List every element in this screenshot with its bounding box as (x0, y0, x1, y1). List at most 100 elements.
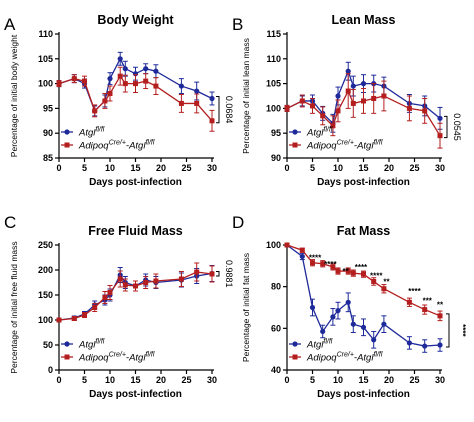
data-point (350, 321, 356, 327)
panel-title: Fat Mass (337, 224, 391, 238)
data-point (437, 342, 443, 348)
y-tick-label: 105 (38, 54, 53, 64)
x-tick-label: 5 (310, 375, 315, 385)
data-point (381, 93, 387, 99)
y-tick-label: 100 (38, 315, 53, 325)
data-point (345, 88, 351, 94)
data-point (194, 269, 200, 275)
panel-title: Lean Mass (332, 13, 396, 27)
significance-label: **** (309, 254, 322, 263)
data-point (371, 95, 377, 101)
data-point (117, 73, 123, 79)
legend-label-b: AdipoqCre/+-Atglfl/fl (306, 352, 383, 364)
legend-marker (292, 341, 298, 347)
data-point (330, 123, 336, 129)
significance-bracket (444, 115, 448, 139)
data-point (133, 81, 138, 87)
p-value: 0.0684 (224, 96, 234, 124)
data-point (107, 91, 113, 97)
series-line (286, 244, 441, 347)
x-tick-label: 5 (82, 375, 87, 385)
data-point (82, 312, 87, 318)
x-tick-label: 10 (105, 163, 115, 173)
y-tick-label: 0 (48, 365, 53, 375)
legend-marker (64, 142, 70, 148)
panel-title: Free Fluid Mass (88, 224, 183, 238)
data-point (178, 83, 184, 89)
data-point (345, 268, 351, 274)
data-point (143, 66, 149, 72)
data-point (143, 280, 149, 285)
legend-label-a: Atglfl/fl (78, 127, 105, 139)
data-point (153, 278, 159, 284)
data-point (360, 324, 367, 330)
legend-marker (64, 341, 70, 347)
panel-letter: D (232, 213, 244, 232)
x-tick-label: 5 (310, 163, 315, 173)
panel-letter: A (4, 15, 16, 34)
data-point (299, 98, 305, 104)
legend-label-a: Atglfl/fl (306, 339, 333, 351)
data-point (71, 316, 77, 321)
data-point (133, 283, 138, 289)
data-point (335, 108, 341, 114)
series-line (58, 272, 213, 321)
x-tick-label: 20 (384, 375, 394, 385)
p-value: 0.0545 (452, 113, 462, 141)
data-point (299, 247, 305, 253)
y-tick-label: 60 (271, 323, 281, 333)
data-point (117, 56, 123, 62)
data-point (437, 115, 443, 121)
legend-marker (64, 129, 70, 135)
legend-marker (292, 142, 298, 148)
data-point (209, 118, 215, 124)
x-tick-label: 25 (181, 163, 191, 173)
legend-label-b: AdipoqCre/+-Atglfl/fl (78, 140, 155, 152)
series-b (56, 66, 215, 132)
data-point (350, 100, 356, 106)
x-tick-label: 10 (333, 375, 343, 385)
y-tick-label: 95 (43, 103, 53, 113)
y-tick-label: 85 (43, 153, 53, 163)
data-point (178, 100, 184, 106)
x-tick-label: 25 (409, 163, 419, 173)
data-point (335, 93, 341, 99)
data-point (345, 299, 351, 305)
x-tick-label: 30 (435, 375, 445, 385)
x-tick-label: 0 (56, 375, 61, 385)
legend-marker (64, 354, 70, 360)
data-point (71, 76, 77, 82)
data-point (107, 76, 113, 82)
data-point (345, 68, 351, 74)
data-point (117, 276, 123, 282)
data-point (284, 242, 290, 248)
data-point (309, 304, 316, 311)
x-axis-label: Days post-infection (317, 177, 410, 188)
x-tick-label: 30 (207, 375, 217, 385)
series-line (286, 69, 441, 125)
x-tick-label: 15 (358, 375, 368, 385)
significance-label: *** (423, 296, 433, 305)
y-axis-label: Percentage of initial body weight (9, 34, 19, 157)
significance-label: ** (383, 278, 390, 287)
data-point (284, 105, 290, 111)
y-axis-label: Percentage of initial free fluid mass (9, 241, 19, 373)
data-point (153, 83, 159, 89)
series-b (284, 242, 443, 322)
panel-b: B Lean Mass 90 95 100 105 110 115 0 5 10 15 20 25 30 Da… (232, 13, 462, 188)
data-point (107, 290, 113, 295)
data-point (153, 68, 159, 74)
data-point (310, 103, 315, 109)
significance-bracket (216, 95, 220, 124)
data-point (320, 328, 326, 335)
data-point (102, 98, 108, 104)
data-point (422, 108, 428, 114)
x-tick-label: 15 (358, 163, 368, 173)
x-axis-label: Days post-infection (89, 389, 182, 400)
x-tick-label: 30 (435, 163, 445, 173)
data-point (102, 295, 108, 300)
x-tick-label: 20 (156, 163, 166, 173)
